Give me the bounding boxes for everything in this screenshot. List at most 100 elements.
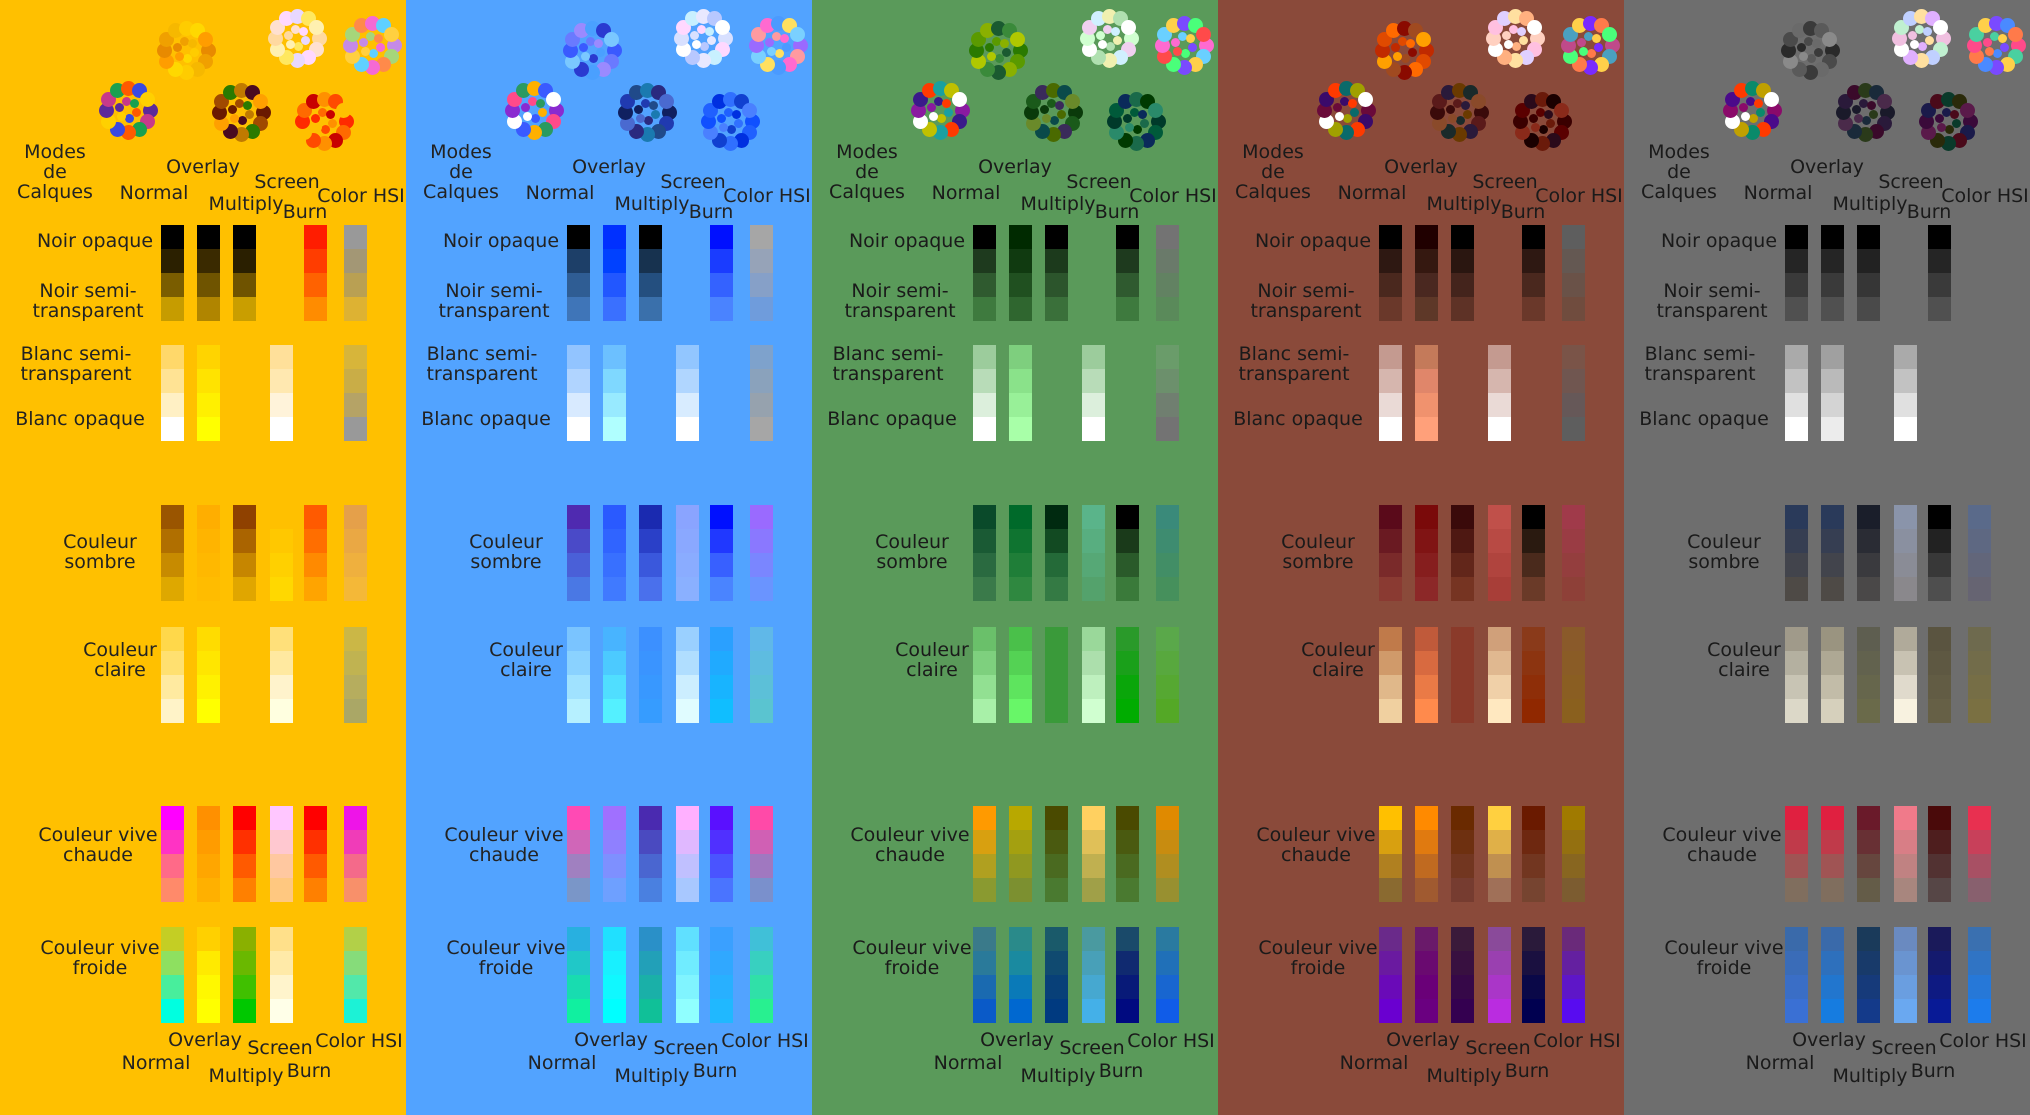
swatch-claire: [1857, 627, 1880, 651]
swatch-sombre: [1082, 505, 1105, 529]
wheel-petal: [172, 42, 182, 52]
swatch-claire: [161, 675, 184, 699]
color-wheel-icon: [1374, 20, 1434, 80]
swatch-claire: [1785, 651, 1808, 675]
swatch-white: [1379, 369, 1402, 393]
swatch-sombre: [639, 529, 662, 553]
swatch-chaude: [676, 830, 699, 854]
swatch-claire: [270, 651, 293, 675]
swatch-white: [1415, 393, 1438, 417]
swatch-claire: [344, 675, 367, 699]
swatch-froide: [233, 975, 256, 999]
swatch-chaude: [270, 878, 293, 902]
swatch-froide: [1415, 951, 1438, 975]
swatch-white: [1785, 369, 1808, 393]
wheel-petal: [1941, 107, 1951, 117]
wheel-petal: [1461, 101, 1471, 111]
swatch-sombre: [233, 577, 256, 601]
swatch-white: [1488, 417, 1511, 441]
swatch-top: [1562, 273, 1585, 297]
swatch-white: [973, 417, 996, 441]
swatch-sombre: [1379, 553, 1402, 577]
swatch-froide: [639, 999, 662, 1023]
swatch-top: [1928, 273, 1951, 297]
swatch-claire: [750, 651, 773, 675]
swatch-white: [1894, 345, 1917, 369]
header-mode-3: Screen: [1066, 171, 1132, 193]
swatch-top: [603, 225, 626, 249]
color-wheel-icon: [294, 91, 354, 151]
swatch-top: [1116, 249, 1139, 273]
swatch-white: [1009, 369, 1032, 393]
swatch-sombre: [1968, 529, 1991, 553]
swatch-sombre: [1928, 553, 1951, 577]
swatch-claire: [1562, 651, 1585, 675]
footer-mode-5: Color HSI: [315, 1030, 403, 1052]
swatch-top: [750, 249, 773, 273]
swatch-chaude: [1451, 830, 1474, 854]
swatch-chaude: [304, 806, 327, 830]
swatch-chaude: [1968, 830, 1991, 854]
swatch-claire: [1522, 651, 1545, 675]
wheel-petal: [527, 96, 537, 106]
swatch-sombre: [161, 577, 184, 601]
swatch-froide: [1968, 927, 1991, 951]
swatch-top: [197, 297, 220, 321]
swatch-chaude: [1928, 806, 1951, 830]
wheel-petal: [299, 27, 309, 37]
swatch-chaude: [1045, 830, 1068, 854]
swatch-froide: [1156, 951, 1179, 975]
swatch-top: [1451, 297, 1474, 321]
swatch-sombre: [1082, 553, 1105, 577]
swatch-white: [1082, 417, 1105, 441]
wheel-petal: [1909, 39, 1919, 49]
wheel-petal: [707, 36, 717, 46]
swatch-sombre: [1156, 505, 1179, 529]
swatch-chaude: [1045, 806, 1068, 830]
swatch-top: [1857, 225, 1880, 249]
wheel-petal: [1749, 114, 1759, 124]
swatch-froide: [1451, 975, 1474, 999]
swatch-froide: [1116, 927, 1139, 951]
swatch-claire: [270, 675, 293, 699]
swatch-claire: [1522, 675, 1545, 699]
swatch-froide: [1488, 999, 1511, 1023]
row-label-3: Blanc opaque: [1233, 408, 1363, 430]
swatch-claire: [1928, 651, 1951, 675]
swatch-claire: [1488, 675, 1511, 699]
swatch-froide: [344, 999, 367, 1023]
swatch-froide: [1785, 951, 1808, 975]
header-mode-5: Color HSI: [1941, 185, 2029, 207]
swatch-claire: [1082, 651, 1105, 675]
swatch-top: [1379, 225, 1402, 249]
header-mode-5: Color HSI: [317, 185, 405, 207]
wheel-petal: [1546, 119, 1556, 129]
swatch-top: [1857, 249, 1880, 273]
swatch-claire: [1894, 627, 1917, 651]
footer-mode-5: Color HSI: [1127, 1030, 1215, 1052]
swatch-top: [639, 249, 662, 273]
wheel-petal: [1188, 43, 1198, 53]
swatch-claire: [1894, 651, 1917, 675]
swatch-chaude: [1894, 854, 1917, 878]
swatch-white: [1562, 393, 1585, 417]
row-label-0: Noir opaque: [1254, 230, 1372, 252]
swatch-white: [344, 345, 367, 369]
swatch-sombre: [1451, 505, 1474, 529]
swatch-white: [270, 417, 293, 441]
swatch-sombre: [639, 505, 662, 529]
swatch-top: [1928, 249, 1951, 273]
swatch-sombre: [270, 577, 293, 601]
swatch-claire: [197, 627, 220, 651]
swatch-top: [567, 273, 590, 297]
swatch-froide: [1894, 927, 1917, 951]
swatch-top: [639, 297, 662, 321]
swatch-white: [1009, 345, 1032, 369]
swatch-sombre: [344, 553, 367, 577]
swatch-claire: [710, 627, 733, 651]
wheel-petal: [696, 24, 706, 34]
swatch-sombre: [1451, 529, 1474, 553]
swatch-top: [1928, 225, 1951, 249]
swatch-chaude: [1785, 854, 1808, 878]
swatch-froide: [1379, 927, 1402, 951]
